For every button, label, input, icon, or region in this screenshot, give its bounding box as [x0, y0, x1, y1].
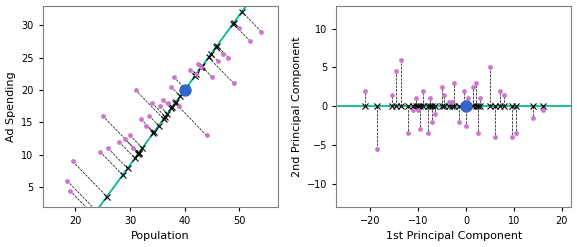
Point: [128, 146, 137, 150]
Point: [500, 93, 509, 97]
Point: [462, 104, 471, 108]
Point: [63, 179, 72, 183]
Point: [125, 133, 134, 137]
Y-axis label: Ad Spending: Ad Spending: [6, 71, 16, 142]
Point: [104, 146, 113, 150]
Point: [131, 88, 140, 92]
Point: [440, 93, 449, 97]
Point: [136, 117, 145, 121]
Point: [95, 150, 104, 154]
Point: [194, 62, 203, 66]
Point: [246, 39, 255, 43]
Point: [207, 75, 216, 79]
Point: [235, 26, 244, 30]
Point: [197, 65, 206, 69]
Point: [512, 131, 521, 135]
Point: [65, 189, 74, 193]
Point: [158, 98, 167, 102]
Point: [495, 89, 504, 93]
Point: [68, 159, 77, 163]
Point: [387, 93, 396, 97]
Point: [507, 135, 516, 139]
Point: [166, 85, 175, 89]
Point: [425, 97, 434, 101]
Point: [462, 124, 471, 127]
Point: [490, 135, 499, 139]
Point: [418, 89, 428, 93]
Point: [218, 52, 227, 56]
Point: [464, 97, 473, 101]
Point: [180, 85, 189, 89]
Point: [224, 56, 233, 60]
Point: [145, 114, 154, 118]
Point: [471, 81, 480, 85]
Point: [229, 82, 238, 85]
Point: [169, 75, 178, 79]
Point: [447, 100, 456, 104]
Point: [529, 116, 538, 120]
Point: [156, 104, 165, 108]
Point: [413, 108, 422, 112]
Point: [430, 112, 440, 116]
Point: [120, 137, 129, 141]
Point: [396, 58, 406, 62]
Point: [449, 81, 459, 85]
Point: [175, 104, 184, 108]
Point: [411, 97, 420, 101]
Point: [428, 120, 437, 124]
Point: [164, 101, 173, 105]
Point: [142, 124, 151, 128]
Point: [485, 65, 494, 69]
Point: [147, 101, 156, 105]
Point: [183, 88, 192, 92]
Point: [202, 133, 211, 137]
Point: [257, 30, 266, 34]
Point: [475, 97, 485, 101]
Point: [444, 100, 454, 104]
Point: [473, 131, 482, 135]
Point: [454, 120, 463, 124]
Point: [213, 59, 222, 63]
Point: [469, 85, 478, 89]
Point: [114, 140, 123, 144]
X-axis label: Population: Population: [131, 231, 189, 242]
Point: [404, 131, 413, 135]
Point: [180, 88, 189, 92]
Point: [373, 147, 382, 151]
Y-axis label: 2nd Principal Component: 2nd Principal Component: [291, 36, 302, 177]
Point: [98, 114, 107, 118]
Point: [459, 89, 468, 93]
Point: [416, 127, 425, 131]
Point: [392, 69, 401, 73]
Point: [186, 68, 195, 72]
Point: [409, 108, 418, 112]
Point: [538, 108, 548, 112]
Point: [191, 72, 200, 76]
Point: [361, 89, 370, 93]
Point: [437, 85, 447, 89]
Point: [423, 131, 432, 135]
X-axis label: 1st Principal Component: 1st Principal Component: [386, 231, 522, 242]
